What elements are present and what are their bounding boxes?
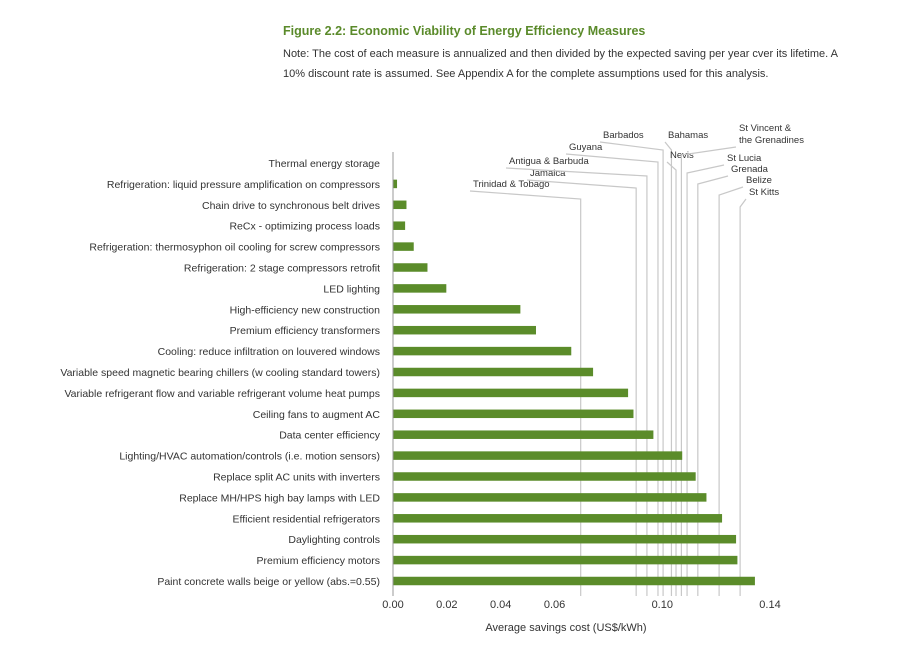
category-label: Replace MH/HPS high bay lamps with LED [179,492,380,504]
category-label: Thermal energy storage [269,158,381,170]
category-label: Ceiling fans to augment AC [253,409,381,421]
benchmark-label: Bahamas [668,130,708,141]
category-label: Refrigeration: 2 stage compressors retro… [184,263,380,275]
category-label: Premium efficiency motors [256,555,380,567]
bar [393,493,707,502]
bar [393,451,683,460]
category-label: Lighting/HVAC automation/controls (i.e. … [119,451,380,463]
category-label: Daylighting controls [288,534,380,546]
category-label: Replace split AC units with inverters [213,472,380,484]
benchmark-label: St Vincent & the Grenadines [739,123,804,146]
category-label: Variable refrigerant flow and variable r… [64,388,380,400]
bar [393,472,696,481]
figure-title: Figure 2.2: Economic Viability of Energy… [283,24,646,38]
bar [393,305,521,314]
bar [393,367,594,377]
bar [393,325,536,335]
bar [393,179,398,189]
category-label: Refrigeration: liquid pressure amplifica… [107,179,380,191]
category-label: Efficient residential refrigerators [233,513,380,525]
bar [393,430,654,439]
benchmark-line [718,186,744,596]
benchmark-label: Trinidad & Tobago [473,179,550,190]
category-label: Cooling: reduce infiltration on louvered… [158,346,380,358]
benchmark-label: Jamaica [530,168,566,179]
benchmark-line [686,164,725,596]
x-tick-label: 0.14 [759,599,780,611]
bar [393,576,755,586]
bar [393,534,737,544]
benchmark-label: Guyana [569,142,603,153]
category-label: Paint concrete walls beige or yellow (ab… [157,576,380,588]
x-axis-title: Average savings cost (US$/kWh) [485,622,646,634]
bar [393,409,634,419]
benchmark-label: St Lucia [727,153,762,164]
bar [393,263,428,272]
bar [393,200,407,210]
benchmark-line [526,179,637,596]
category-label: LED lighting [323,283,380,295]
benchmark-line [565,153,659,596]
bar-layer [393,179,755,586]
benchmark-line [680,146,737,596]
benchmark-label: Antigua & Barbuda [509,156,589,167]
benchmark-line [697,175,729,596]
bar [393,555,738,565]
category-label: Variable speed magnetic bearing chillers… [60,367,380,379]
x-tick-label: 0.10 [652,599,673,611]
category-label: Data center efficiency [279,430,381,442]
benchmark-line [599,141,664,596]
bar [393,514,723,523]
benchmark-line [664,141,673,596]
benchmark-label: Grenada [731,164,769,175]
bar [393,242,414,251]
category-label: Premium efficiency transformers [230,325,380,337]
category-label: Chain drive to synchronous belt drives [202,200,380,212]
benchmark-label: Belize [746,175,772,186]
figure-note: Note: The cost of each measure is annual… [283,48,838,80]
axis-layer: Thermal energy storage Refrigeration: liq… [60,152,781,611]
bar [393,221,406,230]
benchmark-label: Barbados [603,130,644,141]
benchmark-line [505,167,648,596]
category-label: High-efficiency new construction [230,304,381,316]
category-label: Refrigeration: thermosyphon oil cooling … [89,242,380,254]
bar [393,346,572,356]
bar [393,388,629,398]
benchmark-line [739,198,747,596]
x-tick-label: 0.06 [544,599,565,611]
benchmark-label: St Kitts [749,187,779,198]
x-tick-label: 0.00 [382,599,403,611]
x-tick-label: 0.04 [490,599,511,611]
benchmark-line [469,190,582,596]
bar [393,284,447,293]
x-tick-label: 0.02 [436,599,457,611]
category-label: ReCx - optimizing process loads [229,221,380,233]
